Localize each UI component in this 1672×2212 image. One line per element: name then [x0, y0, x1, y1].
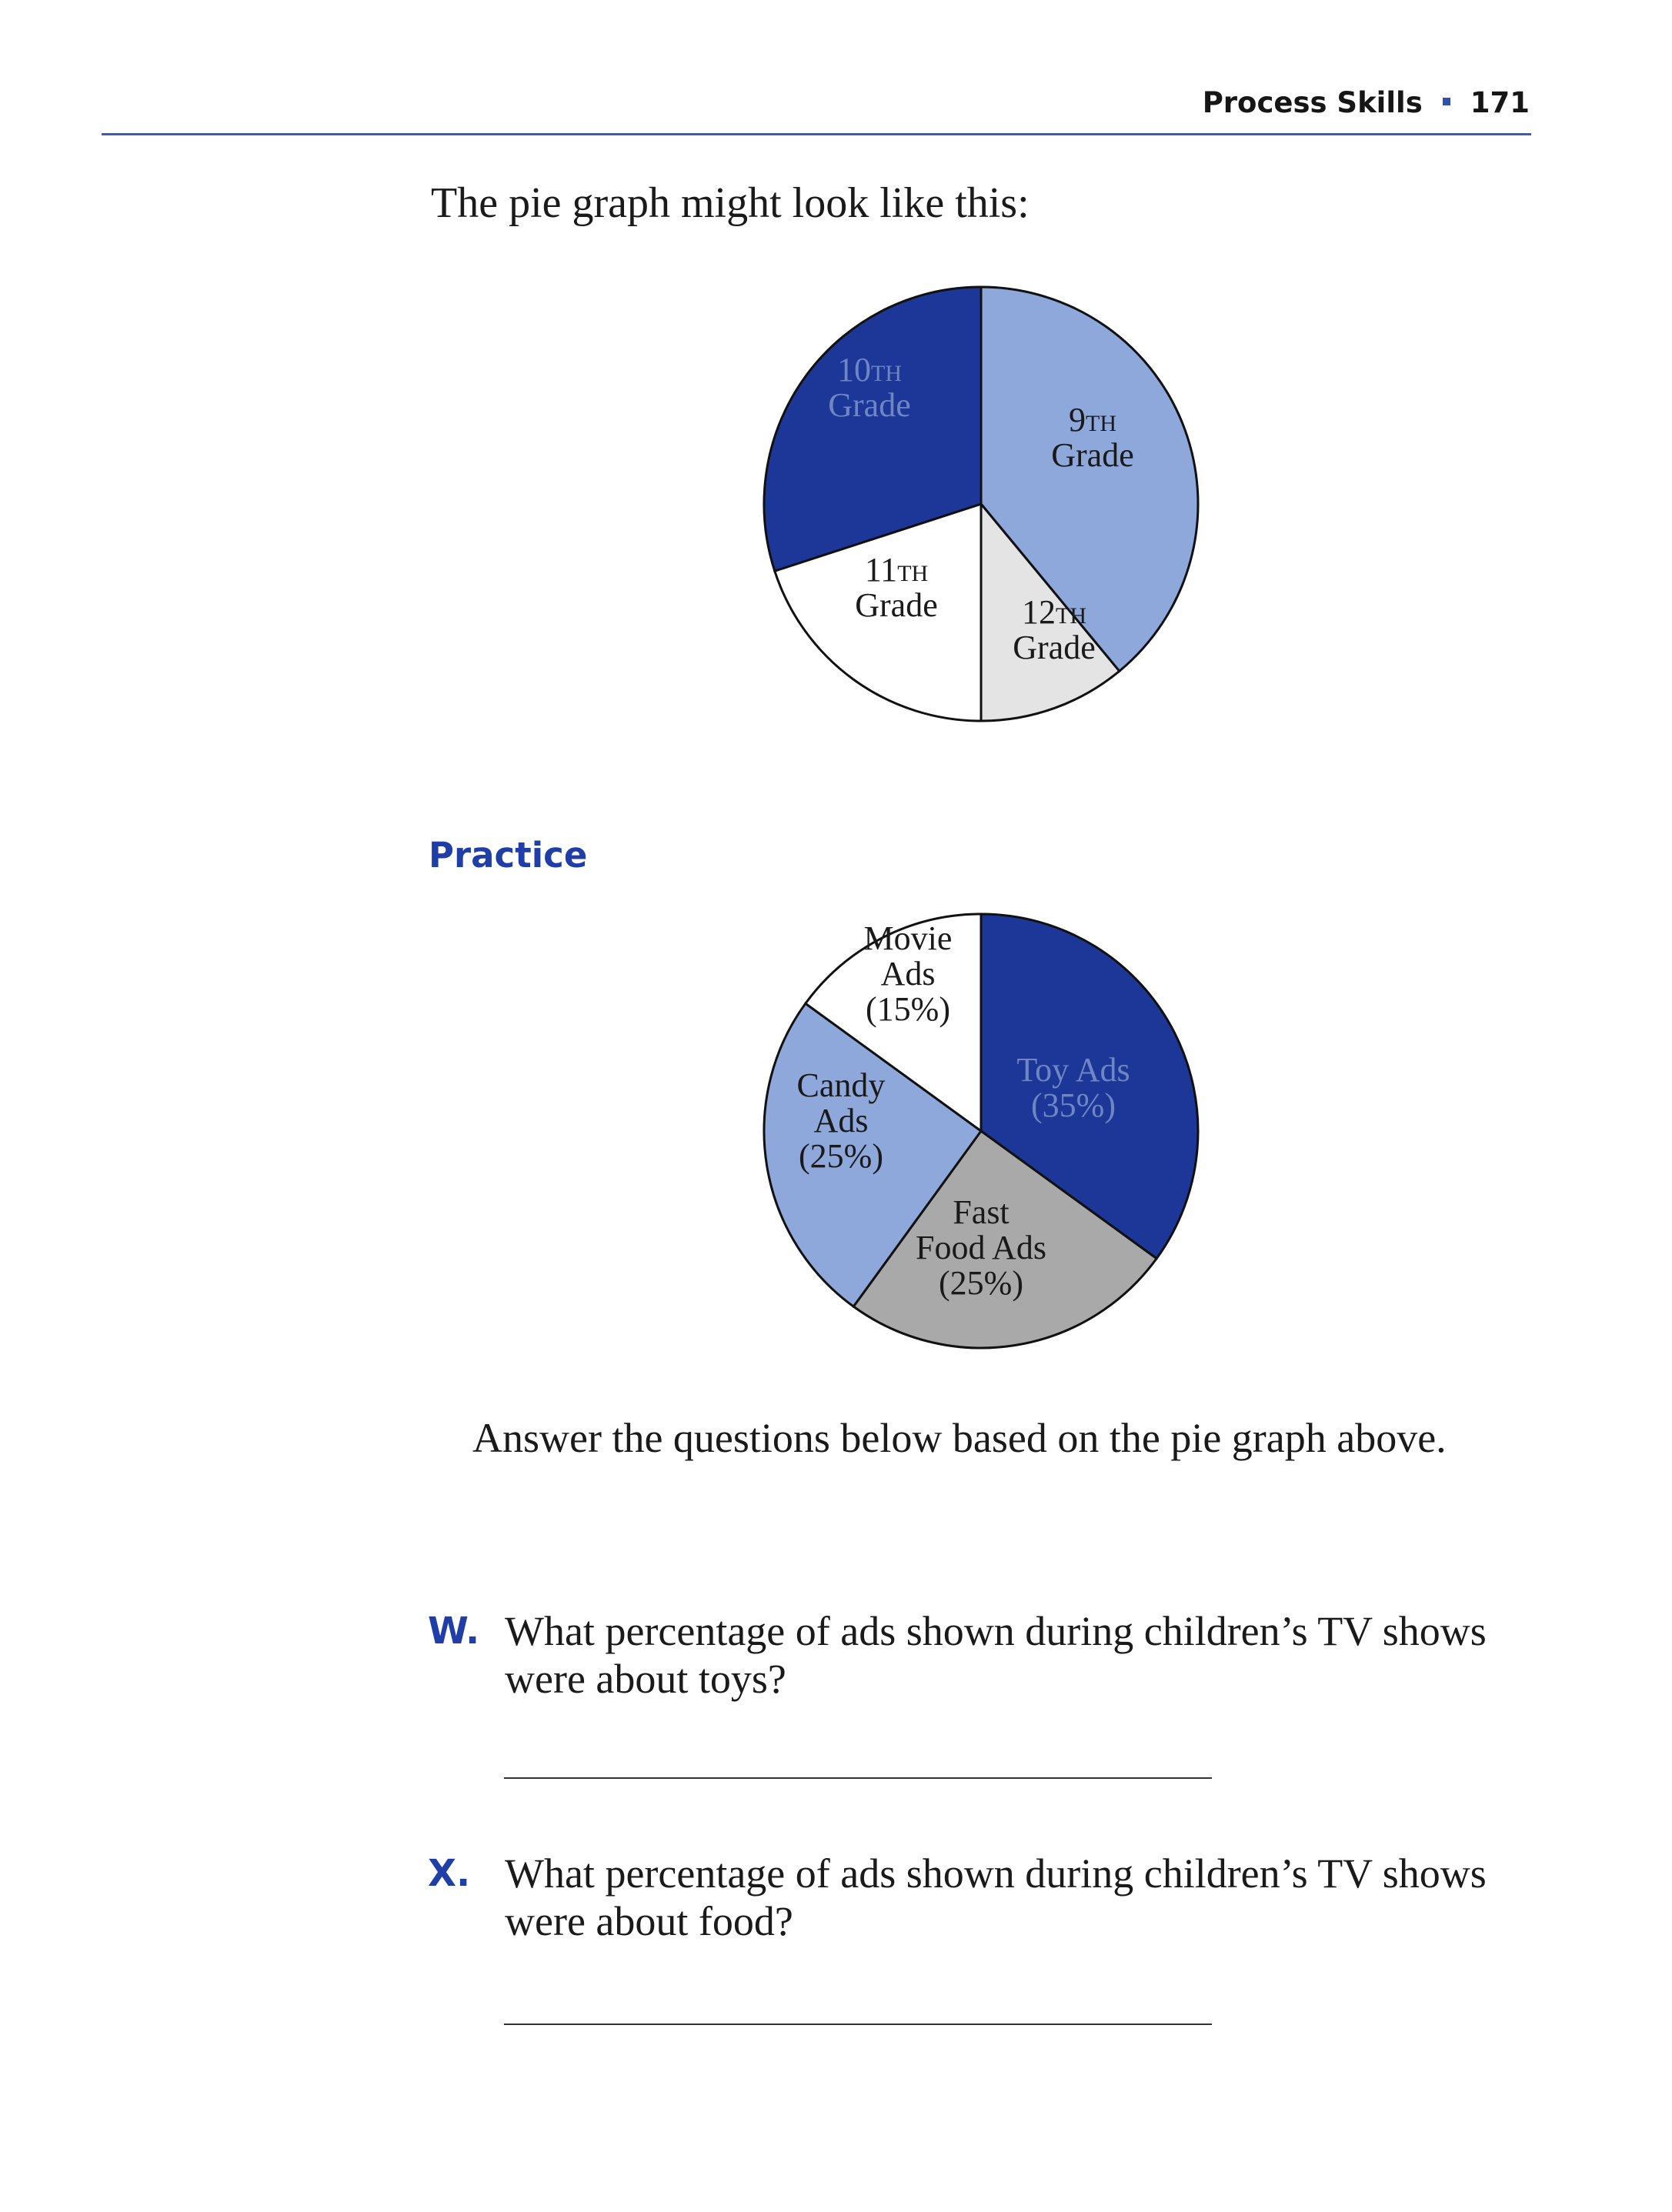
- header-rule: [102, 133, 1531, 135]
- question-text: What percentage of ads shown during chil…: [505, 1850, 1487, 1944]
- slice-label-grade: 10TH: [837, 351, 902, 389]
- question-letter: W.: [428, 1610, 480, 1653]
- pie-slice: [763, 1002, 983, 1309]
- practice-heading: Practice: [429, 835, 588, 876]
- slice-label: Toy Ads(35%): [1016, 1051, 1130, 1124]
- answer-line-x[interactable]: [504, 2023, 1212, 2025]
- question-text: What percentage of ads shown during chil…: [505, 1608, 1487, 1702]
- slice-label-grade: 12TH: [1022, 593, 1086, 631]
- pie-slice: [980, 285, 1200, 673]
- slice-label-grade: 9TH: [1069, 401, 1116, 439]
- page-number: 171: [1470, 86, 1530, 119]
- slice-label-grade: 11TH: [865, 551, 928, 589]
- section-title: Process Skills: [1202, 86, 1423, 119]
- slice-label-line: (35%): [1031, 1086, 1116, 1124]
- pie-slice: [773, 502, 983, 722]
- question-letter: X.: [428, 1852, 471, 1895]
- slice-label-line: Food Ads: [916, 1229, 1046, 1266]
- slice-label-line: (15%): [866, 990, 950, 1028]
- slice-label-line: Movie: [864, 919, 953, 957]
- page-header: Process Skills 171: [1203, 86, 1530, 119]
- slice-label-line: Grade: [1013, 629, 1096, 666]
- slice-label-line: Fast: [953, 1193, 1009, 1231]
- slice-label-line: Grade: [1051, 436, 1134, 474]
- question-w: W. What percentage of ads shown during c…: [428, 1607, 1520, 1703]
- answer-line-w[interactable]: [504, 1777, 1212, 1779]
- slice-label-line: Ads: [881, 955, 936, 993]
- question-x: X. What percentage of ads shown during c…: [428, 1850, 1520, 1945]
- bullet-separator-icon: [1442, 97, 1450, 105]
- slice-label-line: Candy: [797, 1066, 886, 1104]
- answer-instructions: Answer the questions below based on the …: [472, 1415, 1447, 1461]
- pie-slice: [852, 1129, 1159, 1350]
- slice-label-line: Grade: [855, 586, 938, 624]
- pie-slice: [980, 500, 1121, 722]
- slice-label-line: (25%): [799, 1137, 883, 1175]
- slice-label-line: Grade: [828, 386, 911, 424]
- pie-slice: [980, 912, 1200, 1260]
- slice-label-line: Toy Ads: [1016, 1051, 1130, 1089]
- pie-slice: [763, 285, 983, 573]
- pie-slice: [803, 912, 983, 1133]
- slice-label-line: Ads: [814, 1102, 869, 1139]
- slice-label-line: (25%): [939, 1264, 1023, 1302]
- intro-text: The pie graph might look like this:: [431, 179, 1030, 227]
